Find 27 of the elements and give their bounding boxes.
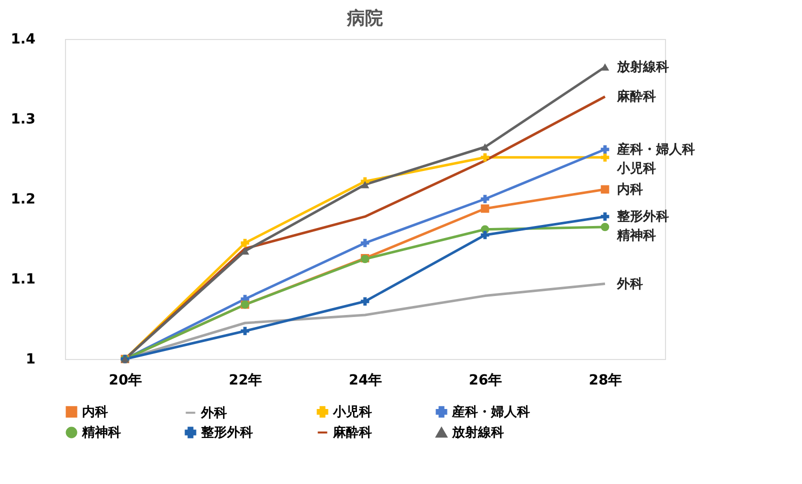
y-tick-label: 1.2: [10, 192, 36, 208]
legend-label: 産科・婦人科: [451, 404, 530, 420]
text: 産科・婦人科: [617, 142, 695, 158]
y-tick-label: 1.1: [10, 272, 36, 288]
text: 麻酔科: [617, 90, 656, 105]
legend-label: 精神科: [81, 424, 121, 440]
text: 外科: [617, 276, 643, 292]
legend-label: 小児科: [332, 404, 372, 420]
y-tick-label: 1.4: [10, 32, 36, 48]
x-tick-label: 28年: [588, 372, 622, 388]
y-tick-label: 1.3: [10, 112, 36, 128]
x-tick-label: 20年: [108, 372, 142, 388]
text: 精神科: [617, 228, 656, 244]
text: 整形外科: [617, 210, 669, 225]
y-tick-label: 1: [26, 352, 36, 368]
x-tick-label: 22年: [228, 372, 262, 388]
x-tick-label: 26年: [468, 372, 502, 388]
chart-title: 病院: [346, 8, 383, 29]
legend-label: 整形外科: [200, 426, 253, 440]
text: 放射線科: [617, 60, 669, 75]
legend-label: 内科: [82, 404, 108, 420]
x-tick-label: 24年: [348, 372, 382, 388]
text: 小児科: [617, 161, 656, 176]
text: 内科: [617, 182, 643, 198]
legend-label: 外科: [200, 406, 227, 421]
legend-label: 麻酔科: [332, 424, 372, 440]
legend-label: 放射線科: [451, 426, 504, 440]
